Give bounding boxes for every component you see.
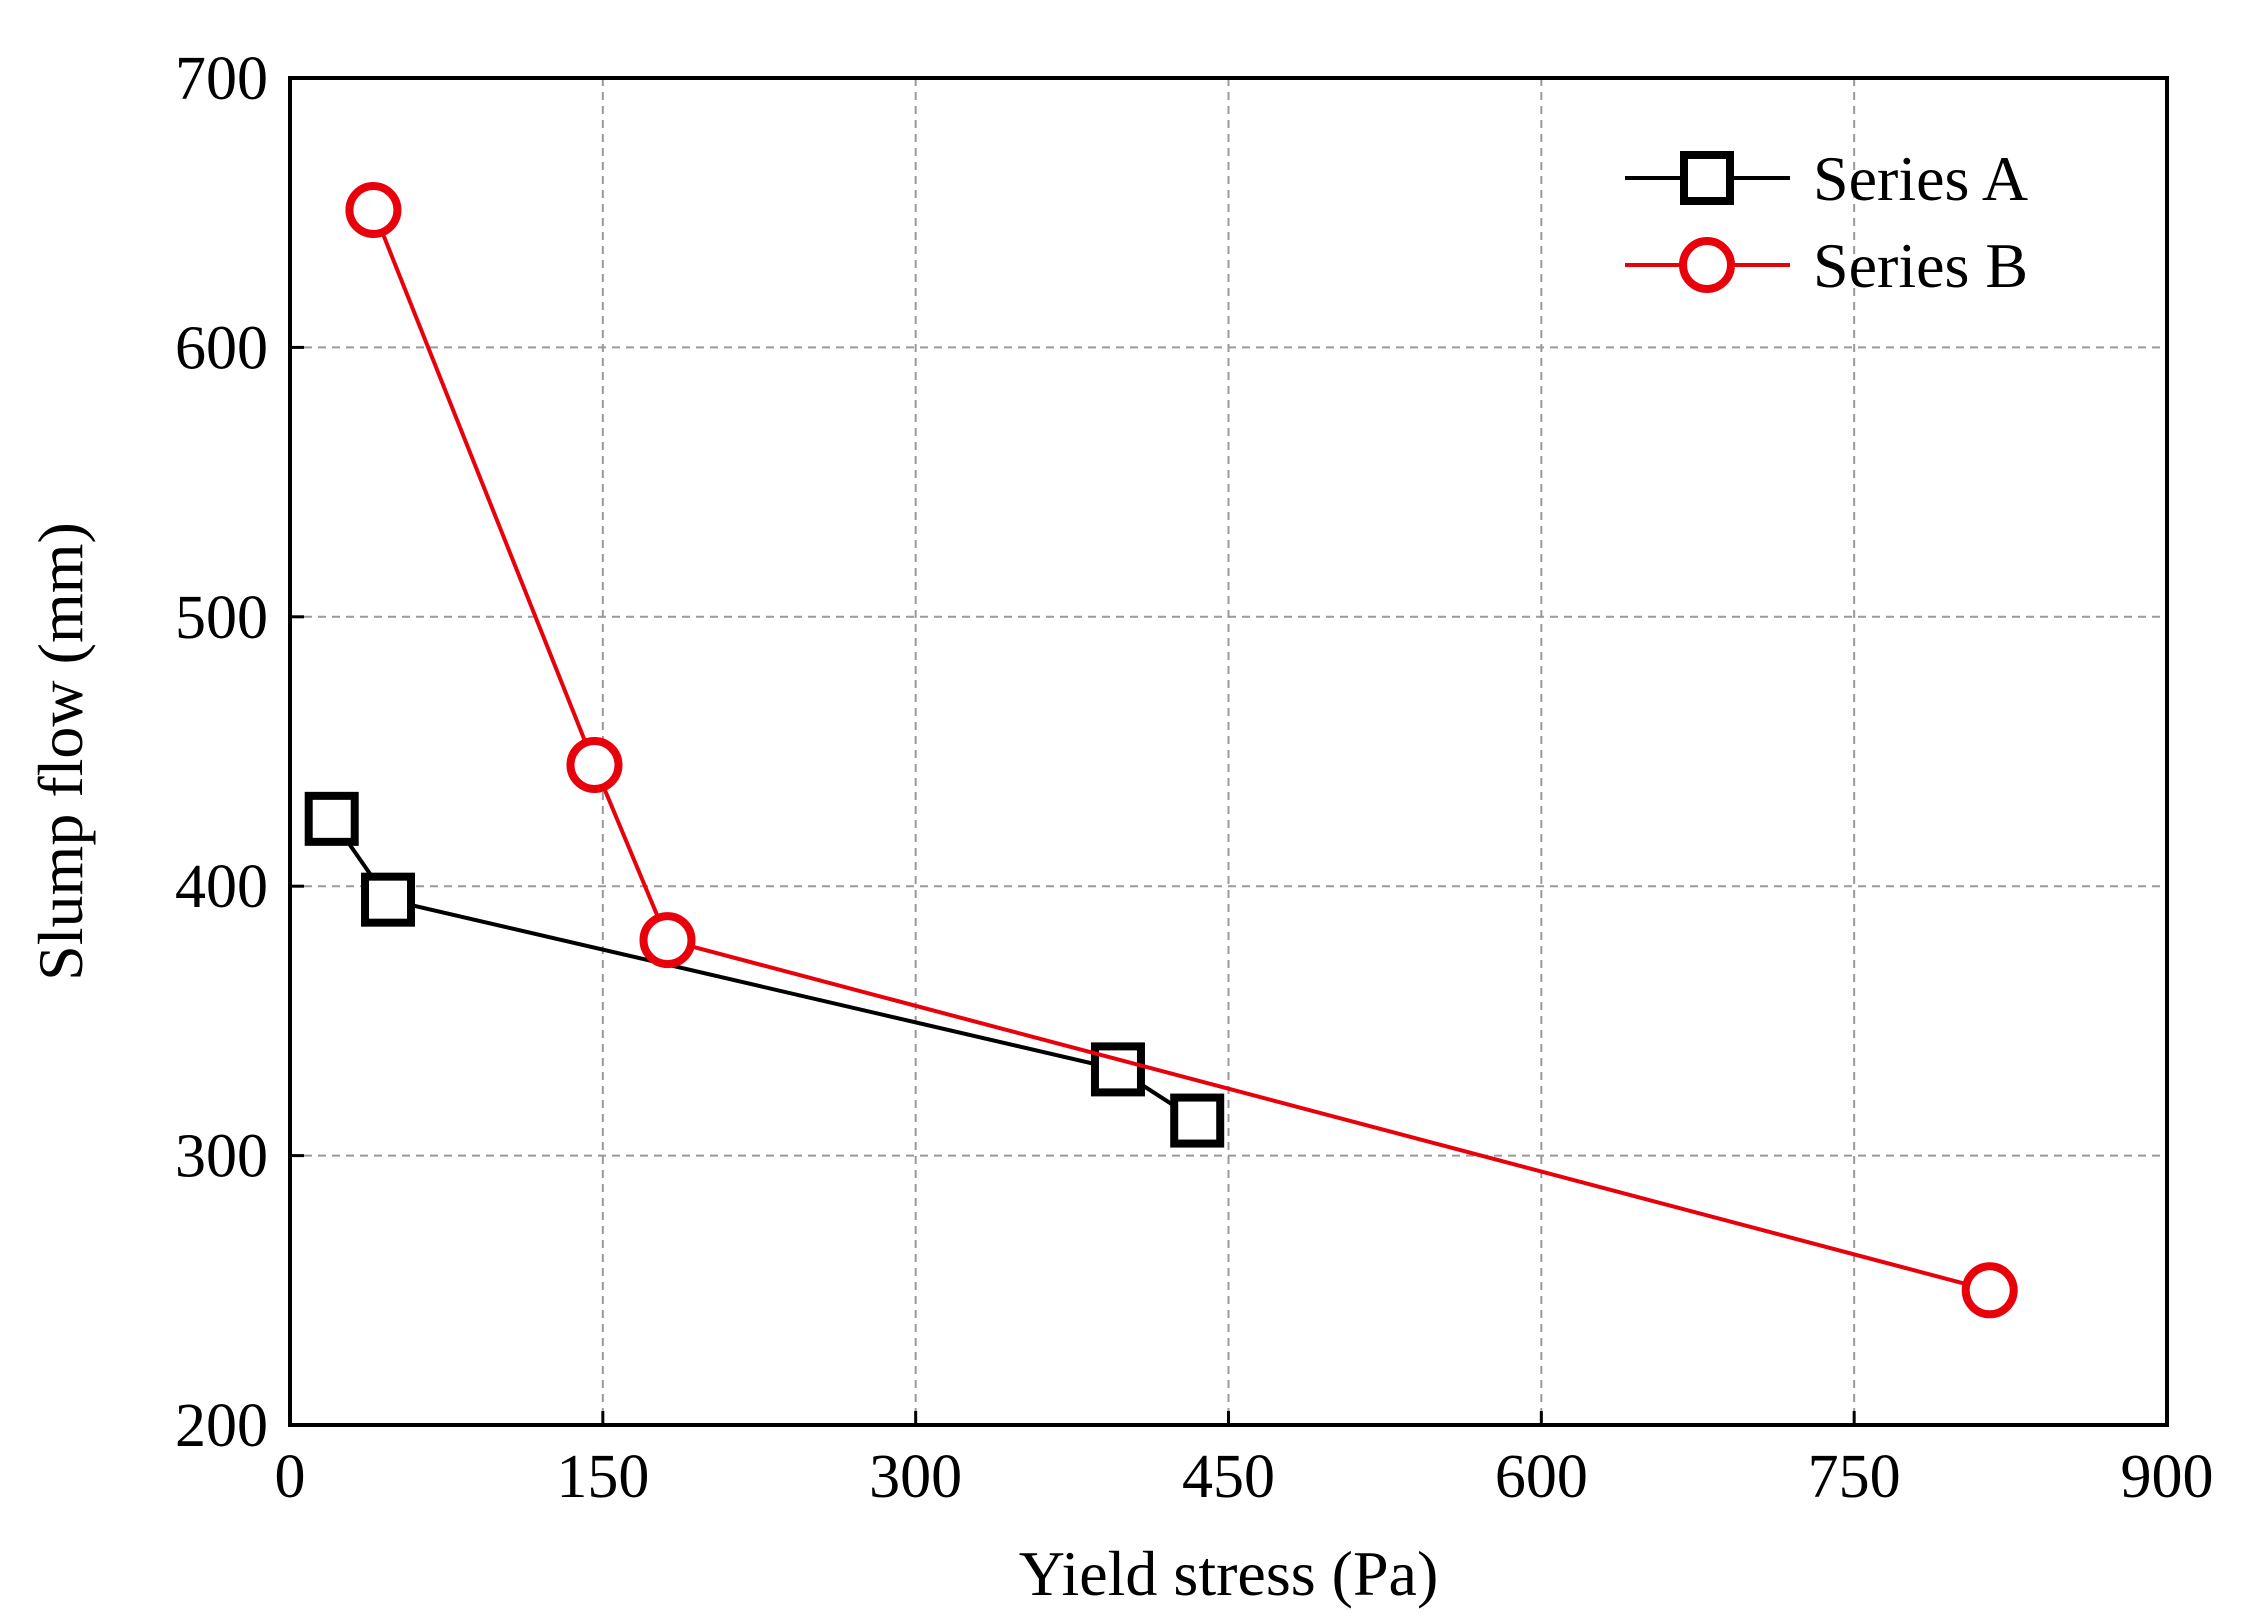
axis-ticks: 0 150 300 450 600 750 900 200 300 400 500 600 700 xyxy=(175,45,2214,1511)
data-point xyxy=(361,872,416,927)
data-point xyxy=(1961,1262,2018,1319)
series-line xyxy=(330,817,1199,1123)
data-point xyxy=(1170,1093,1225,1148)
series-b xyxy=(345,182,2018,1319)
data-point xyxy=(345,182,402,239)
legend-marker xyxy=(1680,151,1734,205)
x-tick-label: 150 xyxy=(556,1443,649,1511)
legend: Series A Series B xyxy=(1625,143,2028,301)
x-tick-label: 0 xyxy=(275,1443,306,1511)
y-axis-title: Slump flow (mm) xyxy=(25,522,96,981)
series-line xyxy=(371,209,1991,1293)
x-tick-label: 750 xyxy=(1808,1443,1901,1511)
x-tick-label: 450 xyxy=(1182,1443,1275,1511)
x-tick-label: 600 xyxy=(1495,1443,1588,1511)
y-tick-label: 200 xyxy=(175,1392,268,1460)
y-tick-label: 400 xyxy=(175,853,268,921)
data-point xyxy=(304,791,359,846)
x-tick-label: 900 xyxy=(2121,1443,2214,1511)
x-tick-label: 300 xyxy=(869,1443,962,1511)
legend-label: Series B xyxy=(1813,230,2028,301)
grid xyxy=(290,78,2167,1425)
legend-entry: Series A xyxy=(1625,143,2028,214)
legend-marker xyxy=(1679,237,1735,293)
y-tick-label: 700 xyxy=(175,45,268,113)
data-point xyxy=(639,912,696,969)
legend-entry: Series B xyxy=(1625,230,2028,301)
legend-label: Series A xyxy=(1813,143,2028,214)
y-tick-label: 500 xyxy=(175,584,268,652)
series-layer xyxy=(304,182,2018,1319)
data-point xyxy=(566,736,623,793)
y-tick-label: 300 xyxy=(175,1123,268,1191)
y-tick-label: 600 xyxy=(175,314,268,382)
x-axis-title: Yield stress (Pa) xyxy=(1019,1538,1439,1609)
series-a xyxy=(304,791,1225,1148)
